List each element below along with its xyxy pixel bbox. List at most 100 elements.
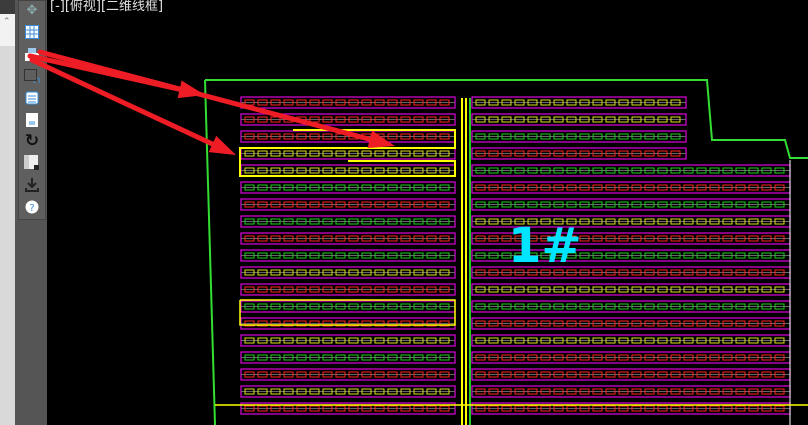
parking-space <box>361 303 372 310</box>
parking-space <box>501 388 512 395</box>
parking-space <box>270 150 281 157</box>
parking-space <box>527 354 538 361</box>
parking-space <box>387 269 398 276</box>
parking-space <box>774 218 785 225</box>
parking-space <box>335 184 346 191</box>
parking-space <box>270 388 281 395</box>
parking-space <box>501 303 512 310</box>
restore-view-icon[interactable] <box>23 67 41 85</box>
scroll-up-icon[interactable]: ⌃ <box>3 17 11 27</box>
parking-space <box>244 371 255 378</box>
parking-space <box>696 252 707 259</box>
parking-space <box>514 235 525 242</box>
parking-space <box>605 371 616 378</box>
parking-space <box>374 116 385 123</box>
parking-space <box>696 286 707 293</box>
parking-space <box>670 303 681 310</box>
parking-space <box>475 303 486 310</box>
parking-space <box>683 184 694 191</box>
parking-space <box>553 337 564 344</box>
parking-space <box>374 201 385 208</box>
parking-space <box>618 201 629 208</box>
site-boundary-left <box>204 79 216 425</box>
parking-space <box>309 269 320 276</box>
drawing-canvas[interactable] <box>47 0 808 425</box>
refresh-icon[interactable]: ↻ <box>24 131 40 151</box>
parking-space <box>400 116 411 123</box>
parking-space <box>709 405 720 412</box>
parking-space <box>400 184 411 191</box>
parking-space <box>631 337 642 344</box>
parking-space <box>657 167 668 174</box>
parking-space <box>566 218 577 225</box>
parking-space <box>413 320 424 327</box>
parking-space <box>426 269 437 276</box>
parking-space <box>683 405 694 412</box>
parking-space <box>657 405 668 412</box>
grid-icon[interactable] <box>23 23 41 41</box>
parking-space <box>605 252 616 259</box>
parking-space <box>735 252 746 259</box>
parking-space <box>335 235 346 242</box>
parking-space <box>413 371 424 378</box>
parking-space <box>322 303 333 310</box>
parking-space <box>335 201 346 208</box>
layout-icon[interactable] <box>23 154 41 172</box>
parking-space <box>309 388 320 395</box>
parking-space <box>605 337 616 344</box>
parking-space <box>670 337 681 344</box>
parking-space <box>605 286 616 293</box>
parking-space <box>761 303 772 310</box>
parking-space <box>426 201 437 208</box>
parking-space <box>244 150 255 157</box>
parking-space <box>566 269 577 276</box>
parking-space <box>696 201 707 208</box>
parking-space <box>257 167 268 174</box>
parking-space <box>475 99 486 106</box>
parking-space <box>270 252 281 259</box>
parking-space <box>387 99 398 106</box>
parking-space <box>475 252 486 259</box>
parking-space <box>579 252 590 259</box>
parking-space <box>514 116 525 123</box>
parking-space <box>683 167 694 174</box>
document-icon[interactable] <box>23 111 41 129</box>
parking-space <box>566 201 577 208</box>
help-icon[interactable]: ? <box>23 198 41 216</box>
parking-space <box>566 167 577 174</box>
parking-space <box>488 150 499 157</box>
parking-space <box>296 235 307 242</box>
parking-space <box>413 116 424 123</box>
parking-space <box>244 167 255 174</box>
parking-space <box>709 320 720 327</box>
parking-space <box>709 388 720 395</box>
parking-space <box>761 337 772 344</box>
parking-space <box>631 167 642 174</box>
building-label: 1# <box>508 218 582 274</box>
parking-space <box>605 354 616 361</box>
parking-space <box>400 388 411 395</box>
pan-icon[interactable]: ✥ <box>26 2 38 18</box>
parking-space <box>722 286 733 293</box>
parking-space <box>283 235 294 242</box>
parking-space <box>579 405 590 412</box>
parking-space <box>439 218 450 225</box>
parking-space <box>270 337 281 344</box>
parking-space <box>553 99 564 106</box>
parking-space <box>670 116 681 123</box>
parking-space <box>488 286 499 293</box>
parking-space <box>413 388 424 395</box>
parking-space <box>657 150 668 157</box>
viewport-label[interactable]: [-][俯视][二维线框] <box>50 0 164 14</box>
parking-space <box>270 133 281 140</box>
parking-space <box>322 388 333 395</box>
parking-space <box>387 337 398 344</box>
parking-space <box>514 337 525 344</box>
parking-space <box>722 218 733 225</box>
download-icon[interactable] <box>23 176 41 194</box>
layer-manager-icon[interactable] <box>23 89 41 107</box>
parking-space <box>579 235 590 242</box>
parking-space <box>566 371 577 378</box>
parking-space <box>348 405 359 412</box>
